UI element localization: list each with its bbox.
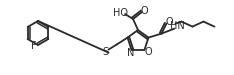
Text: O: O xyxy=(165,17,173,27)
Text: N: N xyxy=(127,48,134,58)
Text: O: O xyxy=(144,47,152,57)
Text: O: O xyxy=(141,5,148,16)
Text: S: S xyxy=(102,47,109,57)
Text: HO: HO xyxy=(113,8,128,18)
Text: HN: HN xyxy=(170,21,185,31)
Text: F: F xyxy=(31,41,37,51)
